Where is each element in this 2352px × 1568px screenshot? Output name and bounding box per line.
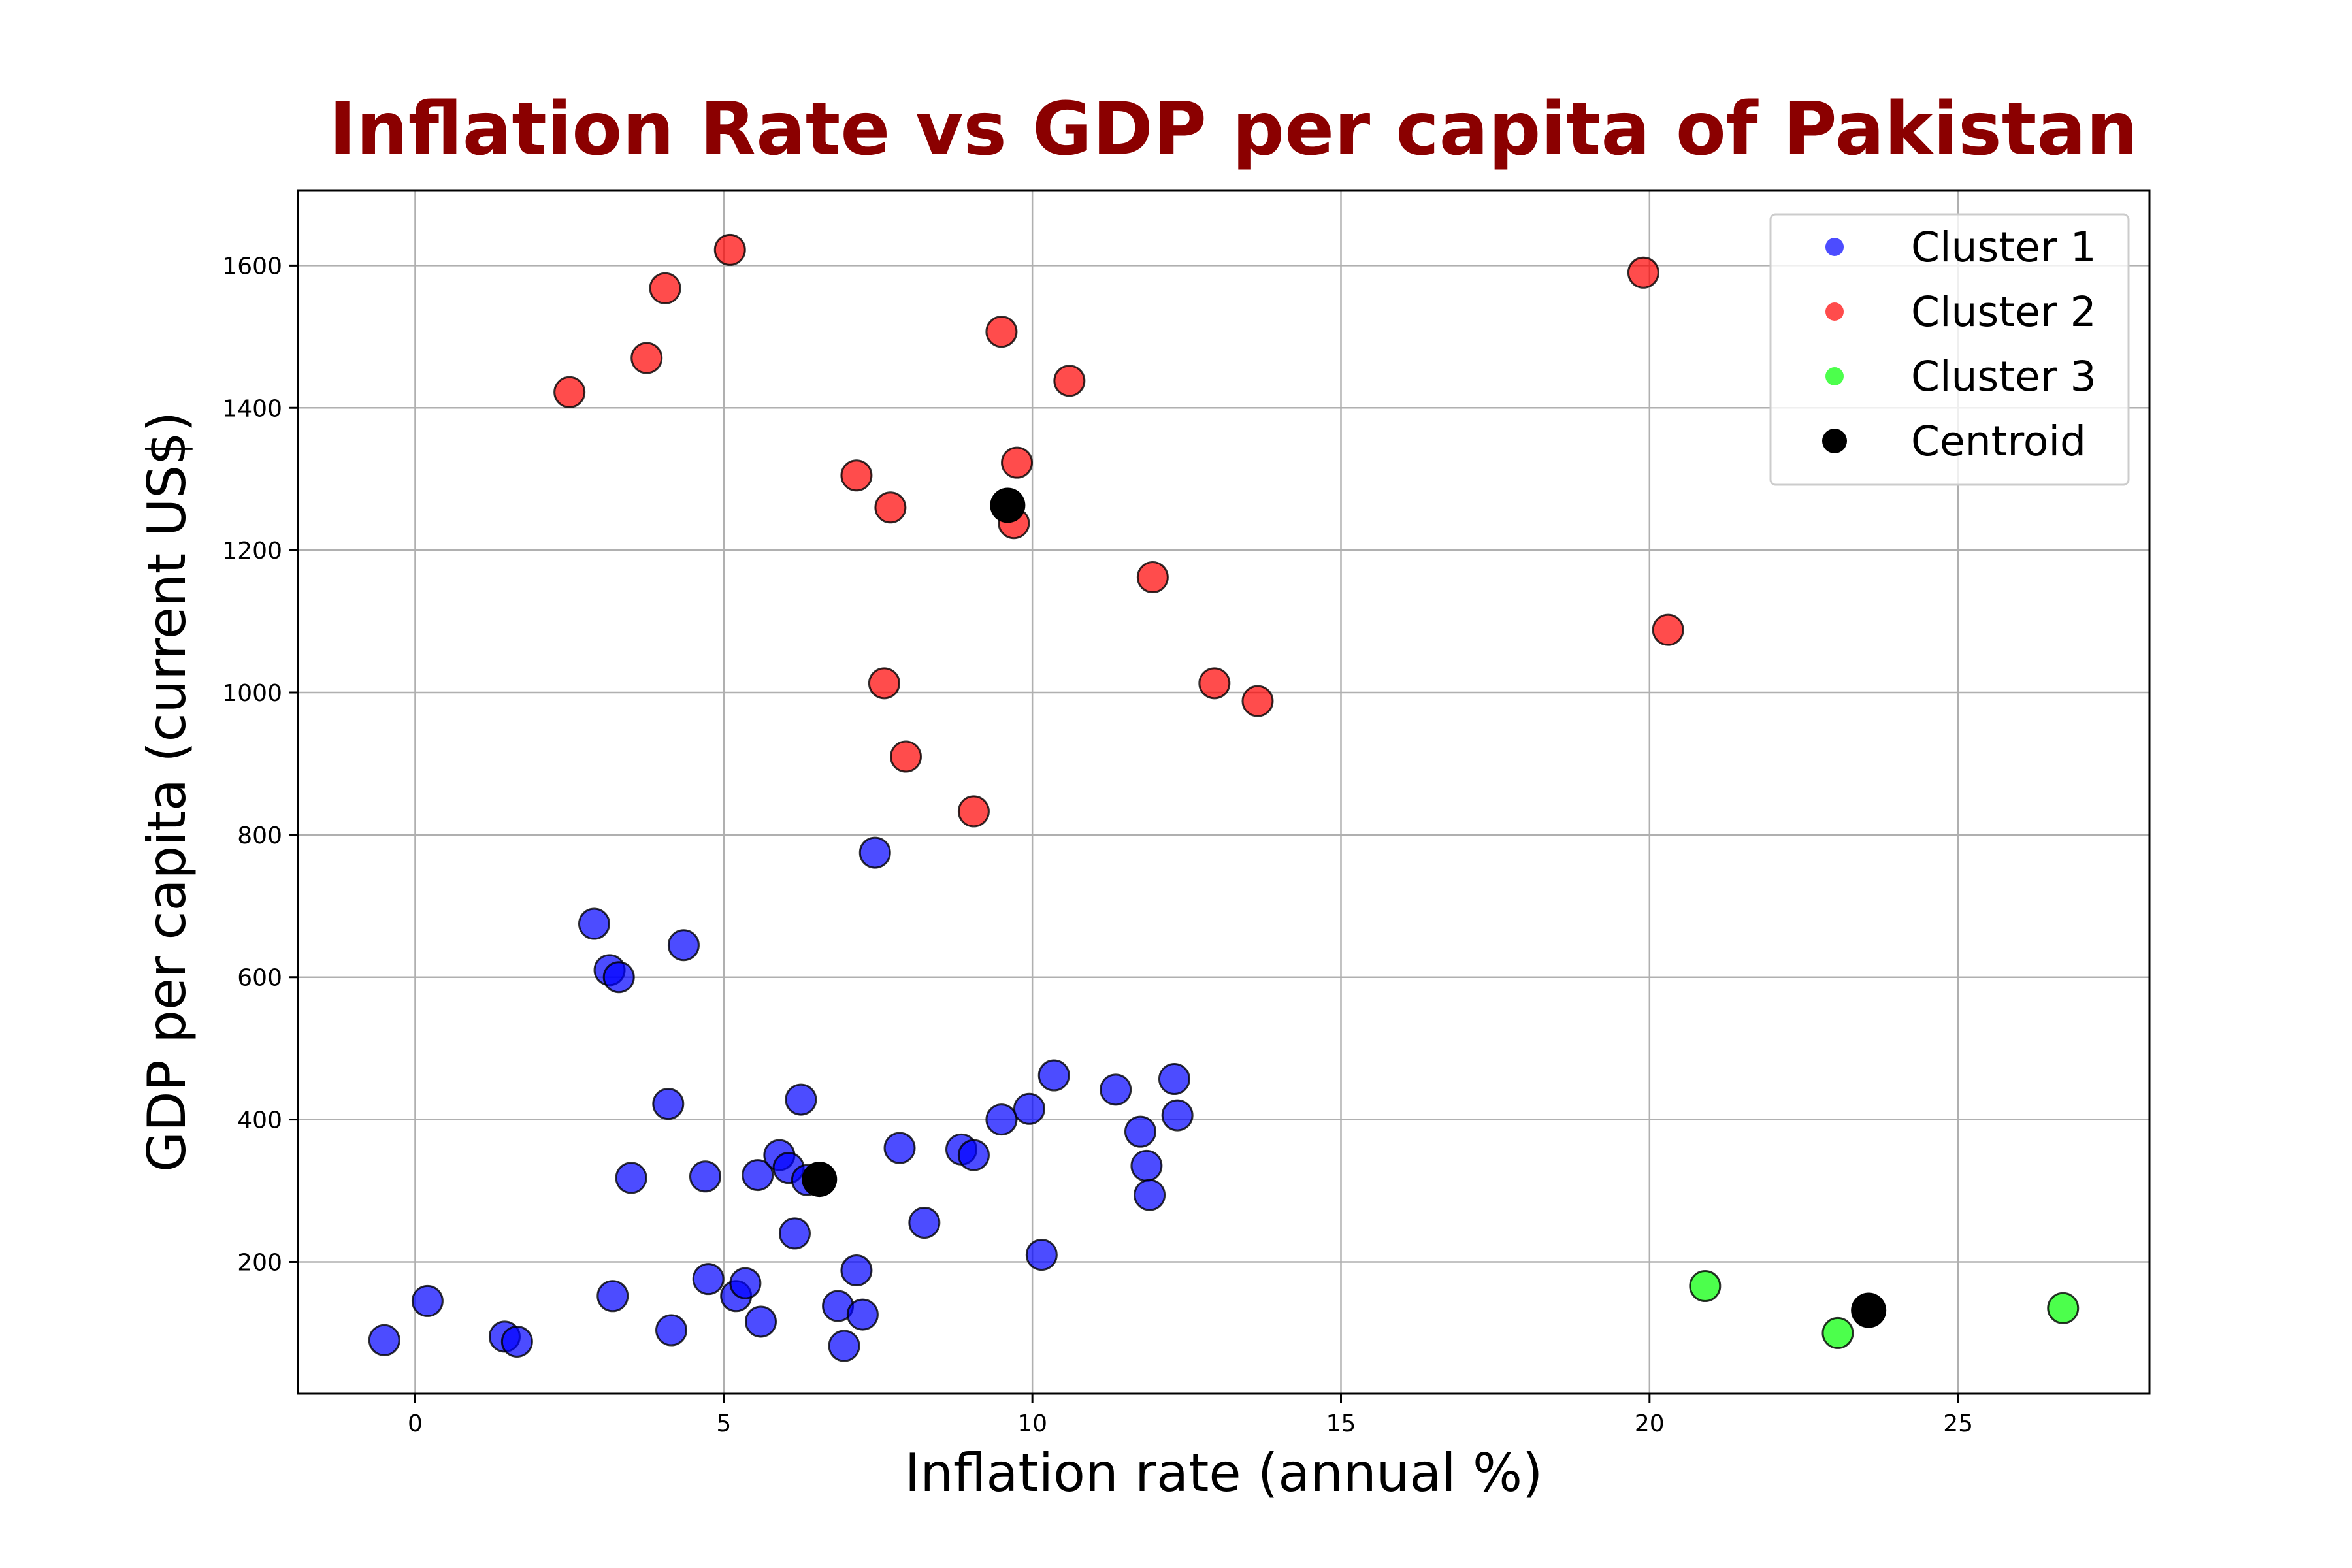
- data-point: [411, 1284, 444, 1317]
- legend-marker: [1825, 367, 1844, 385]
- legend-marker: [1825, 238, 1844, 256]
- centroid-series: [802, 487, 1887, 1328]
- data-point: [908, 1207, 941, 1239]
- data-point: [957, 1139, 990, 1171]
- centroid-point: [990, 487, 1026, 523]
- data-point: [1241, 685, 1274, 717]
- data-point: [1001, 446, 1034, 479]
- data-point: [2047, 1292, 2080, 1324]
- data-point: [667, 929, 700, 962]
- data-point: [729, 1267, 762, 1299]
- data-point: [602, 961, 635, 994]
- legend: Cluster 1 Cluster 2 Cluster 3 Centroid: [1769, 213, 2130, 486]
- data-point: [883, 1132, 916, 1164]
- y-axis-label: GDP per capita (current US$): [137, 412, 197, 1172]
- data-point: [985, 316, 1018, 348]
- data-point: [1821, 1316, 1854, 1349]
- y-tick-label: 400: [237, 1107, 282, 1134]
- data-point: [828, 1330, 860, 1362]
- data-point: [778, 1217, 811, 1250]
- y-axis-ticks: 200 400 600 800 1000 1200 1400 1600: [222, 253, 298, 1276]
- centroid-point: [1851, 1292, 1887, 1328]
- legend-marker: [1825, 302, 1844, 321]
- y-tick-label: 600: [237, 965, 282, 992]
- data-point: [1652, 613, 1684, 646]
- y-tick-label: 1400: [222, 395, 282, 422]
- cluster-3-series: [1689, 1270, 2080, 1349]
- data-point: [553, 376, 586, 408]
- data-point: [840, 459, 873, 492]
- data-point: [1037, 1059, 1070, 1092]
- data-point: [649, 272, 681, 304]
- data-point: [630, 342, 663, 374]
- data-point: [1689, 1270, 1722, 1303]
- data-point: [1627, 256, 1659, 289]
- data-point: [578, 907, 610, 940]
- cluster-2-series: [553, 233, 1684, 828]
- data-point: [1161, 1099, 1194, 1132]
- x-axis-ticks: 0 5 10 15 20 25: [408, 1394, 1973, 1437]
- data-point: [1136, 561, 1169, 594]
- y-tick-label: 1000: [222, 680, 282, 707]
- data-point: [1198, 667, 1231, 700]
- data-point: [596, 1280, 629, 1313]
- x-tick-label: 25: [1943, 1411, 1973, 1437]
- data-point: [785, 1083, 817, 1116]
- x-tick-label: 5: [716, 1411, 731, 1437]
- data-point: [1013, 1092, 1045, 1125]
- data-point: [1124, 1115, 1156, 1148]
- x-tick-label: 20: [1635, 1411, 1665, 1437]
- legend-box: [1769, 213, 2130, 486]
- data-point: [846, 1298, 879, 1331]
- cluster-1-series: [368, 836, 1194, 1362]
- data-point: [874, 491, 907, 524]
- data-point: [655, 1314, 688, 1347]
- data-point: [1130, 1149, 1163, 1182]
- data-point: [652, 1088, 685, 1120]
- plot-area-frame: [297, 189, 2151, 1395]
- legend-label: Cluster 1: [1911, 223, 2097, 271]
- y-tick-label: 200: [237, 1249, 282, 1276]
- data-point: [840, 1254, 873, 1287]
- x-tick-label: 0: [408, 1411, 423, 1437]
- y-tick-label: 1200: [222, 538, 282, 564]
- data-point: [957, 795, 990, 828]
- data-point: [692, 1263, 725, 1296]
- legend-label: Cluster 2: [1911, 288, 2097, 336]
- data-point: [1158, 1063, 1190, 1096]
- data-point: [858, 836, 891, 869]
- data-point: [742, 1159, 774, 1192]
- x-tick-label: 15: [1326, 1411, 1356, 1437]
- legend-marker: [1822, 429, 1847, 453]
- data-point: [689, 1160, 721, 1193]
- y-tick-label: 800: [237, 823, 282, 849]
- data-point: [713, 233, 746, 266]
- data-point: [500, 1325, 533, 1358]
- data-point: [1100, 1073, 1132, 1106]
- data-point: [745, 1305, 777, 1338]
- x-tick-label: 10: [1017, 1411, 1047, 1437]
- data-points: [368, 233, 2080, 1362]
- centroid-point: [802, 1162, 838, 1198]
- data-point: [368, 1324, 400, 1356]
- data-point: [889, 740, 922, 773]
- data-point: [1053, 365, 1086, 397]
- chart-title: Inflation Rate vs GDP per capita of Paki…: [329, 87, 2138, 172]
- legend-label: Cluster 3: [1911, 353, 2097, 400]
- data-point: [985, 1103, 1018, 1136]
- legend-label: Centroid: [1911, 417, 2086, 465]
- x-axis-label: Inflation rate (annual %): [905, 1443, 1543, 1503]
- y-tick-label: 1600: [222, 253, 282, 280]
- data-point: [1134, 1179, 1166, 1211]
- data-point: [615, 1162, 647, 1194]
- data-point: [1025, 1239, 1058, 1271]
- data-point: [868, 667, 900, 700]
